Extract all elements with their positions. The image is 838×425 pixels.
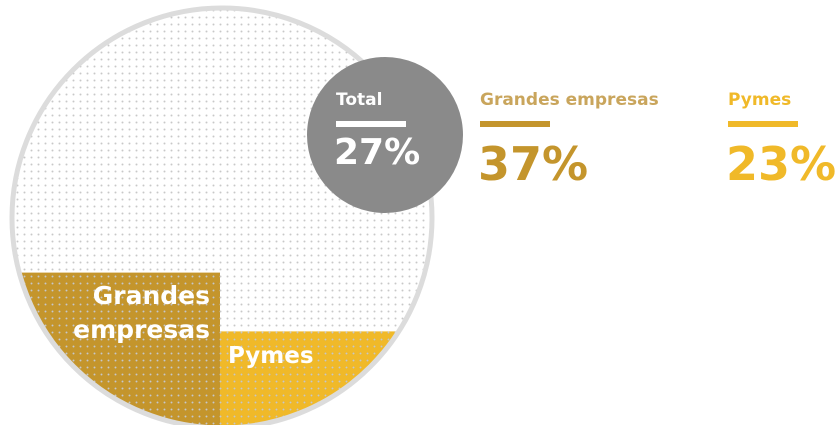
underline — [336, 121, 406, 127]
total-label: Total — [336, 90, 383, 110]
legend-bar — [728, 121, 798, 127]
fill-label: Pymes — [228, 343, 314, 370]
legend-bar — [480, 121, 550, 127]
circle-border — [9, 5, 435, 425]
legend-name: Pymes — [728, 90, 792, 110]
fill-label: Grandes empresas — [73, 280, 210, 344]
legend-name: Grandes empresas — [480, 90, 659, 110]
total-value: 27% — [334, 132, 421, 173]
total-bubble — [307, 57, 463, 213]
legend-value: 37% — [478, 137, 589, 191]
legend-value: 23% — [726, 137, 837, 191]
